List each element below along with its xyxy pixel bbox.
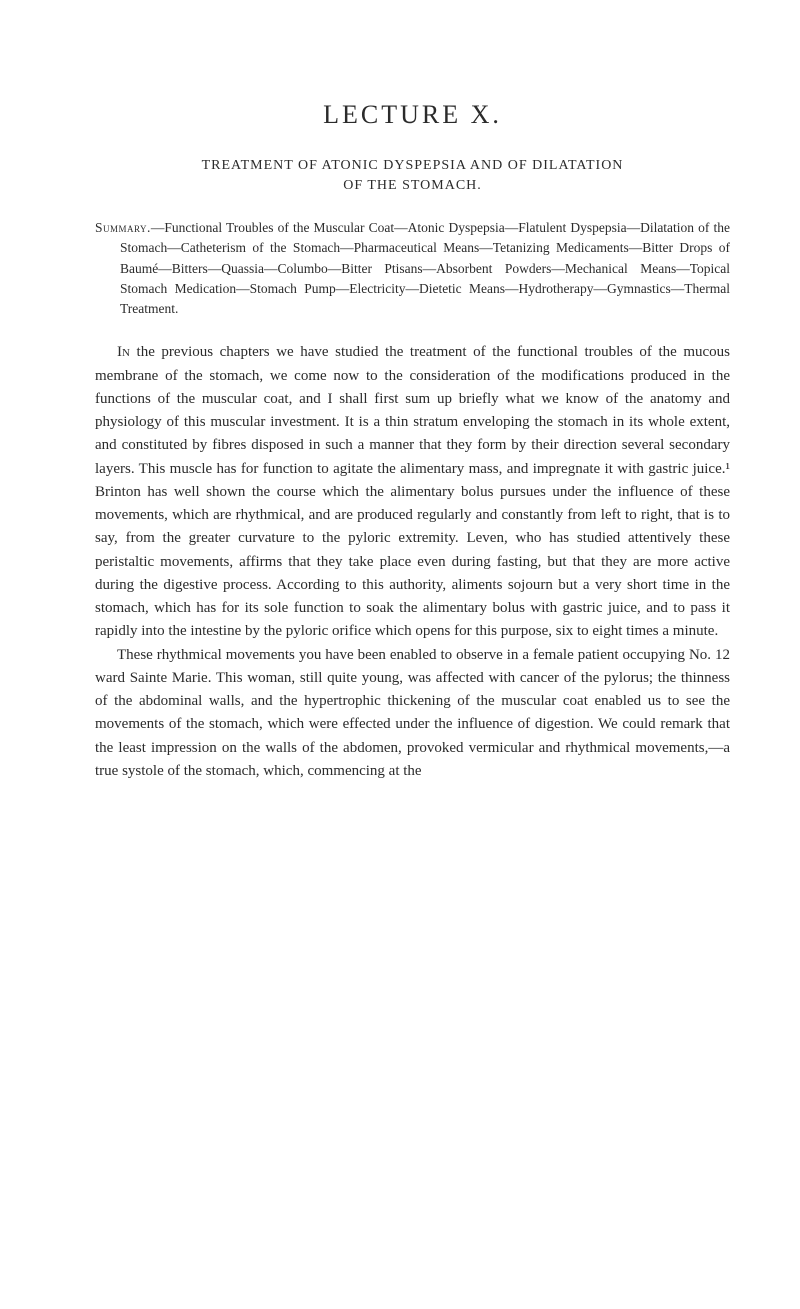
paragraph-1-text: the previous chapters we have studied th… xyxy=(95,344,730,639)
summary-label: Summary. xyxy=(95,220,151,235)
subtitle-line-2: OF THE STOMACH. xyxy=(95,178,730,194)
summary-text: —Functional Troubles of the Muscular Coa… xyxy=(120,220,730,316)
subtitle-line-1: TREATMENT OF ATONIC DYSPEPSIA AND OF DIL… xyxy=(95,158,730,174)
lecture-title: LECTURE X. xyxy=(95,100,730,130)
summary-paragraph: Summary.—Functional Troubles of the Musc… xyxy=(95,218,730,319)
body-paragraph-1: In the previous chapters we have studied… xyxy=(95,341,730,643)
body-paragraph-2: These rhythmical movements you have been… xyxy=(95,644,730,784)
paragraph-lead-word: In xyxy=(117,344,130,360)
